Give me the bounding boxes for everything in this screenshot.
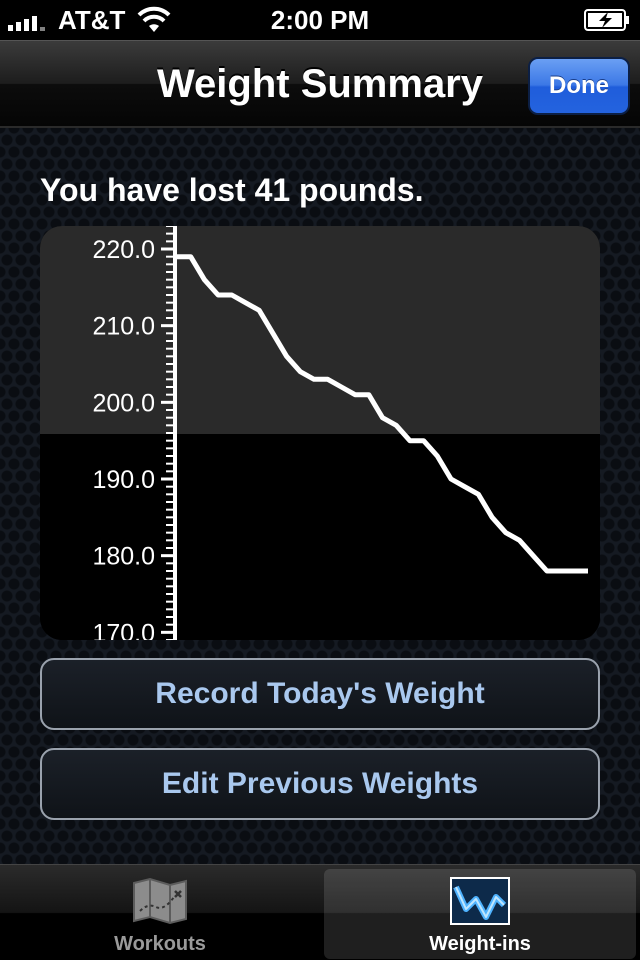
tab-bar: Workouts Weight-ins [0, 864, 640, 960]
signal-strength-icon [8, 9, 48, 31]
y-axis-tick-label: 210.0 [92, 313, 155, 341]
weight-loss-summary: You have lost 41 pounds. [40, 172, 424, 208]
weight-chart: 220.0 210.0 200.0 190.0 180.0 170.0 [40, 226, 600, 640]
chart-lower-band [40, 434, 600, 640]
battery-charging-icon [584, 9, 629, 31]
weight-series-line [177, 254, 588, 574]
tab-weight-ins[interactable]: Weight-ins [324, 869, 636, 959]
map-icon [133, 877, 187, 925]
chart-upper-band [40, 226, 600, 434]
tab-workouts-label: Workouts [114, 933, 206, 955]
edit-previous-weights-button[interactable]: Edit Previous Weights [40, 748, 600, 820]
y-axis-tick-label: 190.0 [92, 466, 155, 494]
wifi-icon [137, 6, 171, 32]
status-bar: AT&T 2:00 PM [0, 0, 640, 40]
tab-workouts[interactable]: Workouts [4, 869, 316, 959]
page-title: Weight Summary [157, 62, 483, 106]
weight-chart-icon [450, 877, 510, 925]
carrier-name: AT&T [58, 4, 126, 35]
status-left: AT&T [8, 4, 171, 36]
main-content: You have lost 41 pounds. 220.0 210.0 200.0… [0, 128, 640, 864]
y-axis-tick-label: 170.0 [92, 619, 155, 640]
record-todays-weight-button[interactable]: Record Today's Weight [40, 658, 600, 730]
done-button[interactable]: Done [528, 57, 630, 115]
tab-weight-ins-label: Weight-ins [429, 933, 531, 955]
navigation-bar: Weight Summary Done [0, 40, 640, 128]
status-time: 2:00 PM [270, 5, 370, 35]
y-axis-tick-label: 220.0 [92, 236, 155, 264]
y-axis-tick-label: 180.0 [92, 543, 155, 571]
weight-chart-panel: 220.0 210.0 200.0 190.0 180.0 170.0 [40, 226, 600, 640]
y-axis-tick-label: 200.0 [92, 389, 155, 417]
